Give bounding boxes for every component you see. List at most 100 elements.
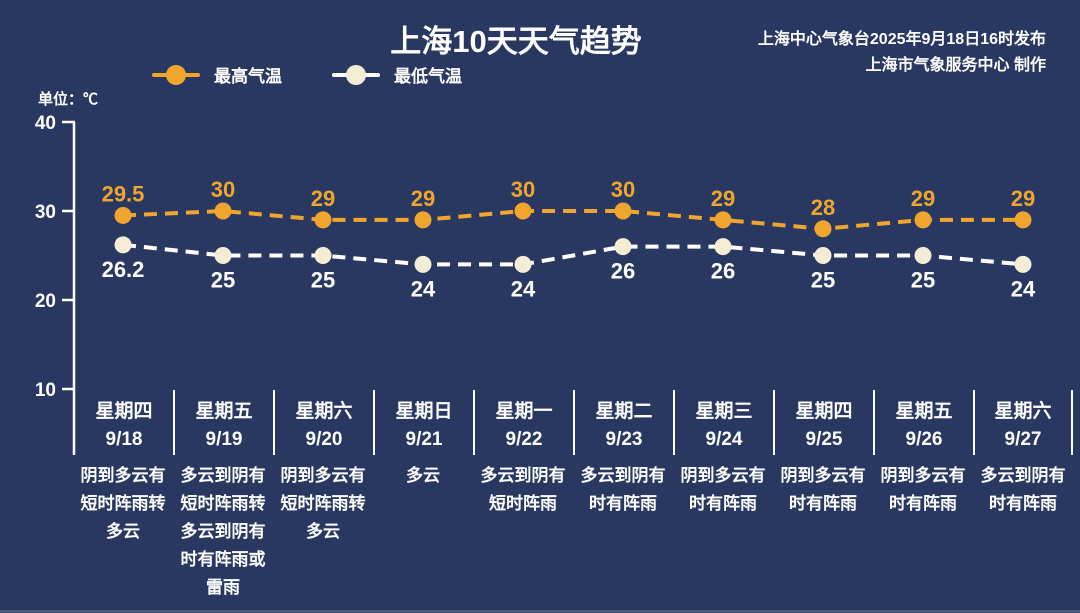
weather-text-line: 阴到多云有 (880, 466, 966, 485)
date-label: 9/20 (305, 429, 343, 450)
min-temp-point (514, 255, 532, 273)
publisher-line-1: 上海中心气象台2025年9月18日16时发布 (757, 31, 1046, 48)
legend-label-max-temp: 最高气温 (214, 67, 282, 86)
day-column-9/23: 星期二 9/23 (573, 390, 673, 455)
weekday-label: 星期四 (95, 401, 153, 422)
y-tick-label: 20 (35, 291, 56, 312)
max-temp-value-label: 30 (211, 177, 235, 202)
y-tick-label: 40 (35, 113, 56, 134)
weather-text-line: 多云 (106, 522, 140, 541)
publisher-info: 上海中心气象台2025年9月18日16时发布 上海市气象服务中心 制作 (758, 27, 1046, 79)
max-temp-value-label: 29 (711, 186, 735, 211)
weather-text-line: 时有阵雨 (689, 494, 757, 513)
legend-label-min-temp: 最低气温 (394, 67, 462, 86)
min-temp-point (1014, 255, 1032, 273)
date-label: 9/21 (405, 429, 443, 450)
max-temp-point (614, 202, 632, 220)
legend-item-min-temp: 最低气温 (332, 62, 462, 87)
weather-text-line: 时有阵雨 (889, 494, 957, 513)
weather-text-line: 时有阵雨 (789, 494, 857, 513)
day-column-9/26: 星期五 9/26 (873, 390, 973, 455)
weather-column-9/18: 阴到多云有短时阵雨转多云 (73, 462, 173, 546)
weather-text-line: 多云到阴有 (180, 522, 266, 541)
max-temp-point (814, 220, 832, 238)
min-temp-value-label: 24 (411, 276, 436, 301)
weekday-label: 星期日 (395, 401, 453, 422)
date-label: 9/25 (805, 429, 843, 450)
max-temp-value-label: 29.5 (102, 181, 145, 206)
legend-item-max-temp: 最高气温 (152, 62, 282, 87)
min-temp-value-label: 24 (1011, 276, 1036, 301)
weather-text-line: 时有阵雨 (589, 494, 657, 513)
weather-text-line: 短时阵雨 (489, 494, 557, 513)
min-temp-value-label: 26 (611, 259, 635, 284)
weather-column-9/25: 阴到多云有 时有阵雨 (773, 462, 873, 518)
date-label: 9/26 (905, 429, 943, 450)
date-label: 9/19 (205, 429, 243, 450)
min-temp-value-label: 25 (911, 268, 935, 293)
min-temp-value-label: 25 (811, 268, 835, 293)
day-column-9/24: 星期三 9/24 (673, 390, 773, 455)
weather-text-line: 多云到阴有 (580, 466, 666, 485)
day-column-9/20: 星期六 9/20 (273, 390, 373, 455)
date-label: 9/27 (1004, 429, 1042, 450)
max-temp-marker-icon (152, 64, 200, 85)
max-temp-point (514, 202, 532, 220)
weather-column-9/21: 多云 (373, 462, 473, 490)
min-temp-value-label: 25 (211, 268, 235, 293)
weather-text-line: 多云 (306, 522, 340, 541)
day-column-9/19: 星期五 9/19 (173, 390, 273, 455)
min-temp-point (214, 247, 232, 264)
chart-legend: 最高气温 最低气温 (152, 62, 462, 87)
weather-text-line: 雷雨 (206, 578, 240, 597)
min-temp-value-label: 24 (511, 276, 536, 301)
weekday-label: 星期六 (994, 401, 1052, 422)
weather-text-line: 阴到多云有 (280, 466, 366, 485)
max-temp-point (714, 211, 732, 229)
weekday-label: 星期六 (295, 401, 353, 422)
max-temp-value-label: 30 (611, 177, 635, 202)
bottom-edge-strip (0, 610, 1080, 613)
max-temp-point (414, 211, 432, 229)
max-temp-point (114, 206, 132, 224)
max-temp-point (914, 211, 932, 229)
max-temp-point (314, 211, 332, 229)
weekday-label: 星期二 (595, 401, 653, 422)
date-label: 9/18 (105, 429, 143, 450)
date-label: 9/23 (605, 429, 643, 450)
date-label: 9/22 (505, 429, 543, 450)
weather-column-9/26: 阴到多云有 时有阵雨 (873, 462, 973, 518)
weather-text-line: 短时阵雨转 (80, 494, 166, 513)
day-column-9/22: 星期一 9/22 (473, 390, 573, 455)
min-temp-value-label: 25 (311, 268, 335, 293)
weather-text-line: 多云到阴有 (980, 466, 1066, 485)
page-title: 上海10天天气趋势 (390, 24, 642, 59)
min-temp-point (914, 247, 932, 264)
min-temp-point (714, 238, 732, 256)
weekday-label: 星期五 (895, 401, 953, 422)
max-temp-value-label: 29 (311, 186, 335, 211)
publisher-line-2: 上海市气象服务中心 制作 (865, 57, 1046, 74)
y-tick-label: 10 (35, 380, 56, 401)
date-label: 9/24 (705, 429, 743, 450)
weather-text-line: 阴到多云有 (80, 466, 166, 485)
min-temp-value-label: 26 (711, 259, 735, 284)
min-temp-point (314, 247, 332, 264)
max-temp-line (122, 208, 1023, 231)
day-column-9/27: 星期六 9/27 (973, 390, 1073, 455)
weather-text-line: 多云 (406, 466, 440, 485)
unit-label: 单位：℃ (38, 91, 99, 108)
max-temp-point (214, 202, 232, 220)
min-temp-line (122, 242, 1024, 267)
min-temp-point (414, 255, 432, 273)
weekday-label: 星期五 (195, 401, 253, 422)
weekday-label: 星期一 (495, 401, 553, 422)
day-column-9/21: 星期日 9/21 (373, 390, 473, 455)
max-temp-value-label: 29 (1011, 186, 1035, 211)
max-temp-value-label: 28 (811, 195, 835, 220)
weekday-label: 星期三 (695, 401, 753, 422)
weather-column-9/22: 多云到阴有 短时阵雨 (473, 462, 573, 518)
min-temp-value-label: 26.2 (102, 257, 145, 282)
